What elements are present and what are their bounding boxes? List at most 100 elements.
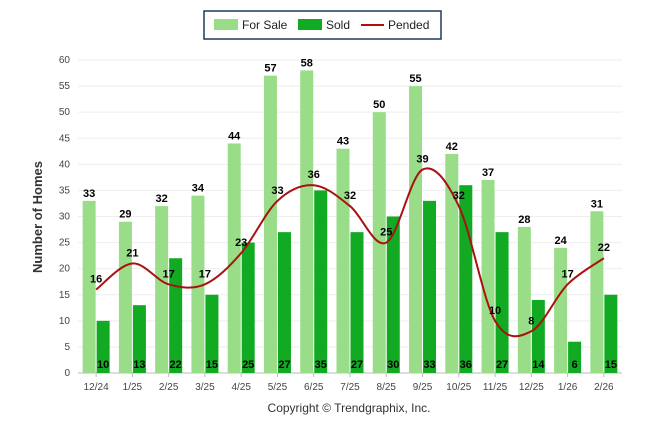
pended-line xyxy=(95,167,605,338)
x-axis-ticks: 12/24 1/25 2/25 3/25 4/25 5/25 6/25 7/25 8/25 9/2… xyxy=(84,373,614,393)
bar-sold xyxy=(459,185,473,373)
data-label-sold: 15 xyxy=(605,359,617,371)
bar-sold xyxy=(495,232,509,373)
x-tick-label: 1/25 xyxy=(123,382,143,393)
y-tick-label: 35 xyxy=(59,185,71,196)
data-label-pended: 17 xyxy=(199,268,211,280)
bar-sold xyxy=(241,242,255,373)
y-tick-label: 45 xyxy=(59,133,71,144)
y-tick-label: 40 xyxy=(59,159,71,170)
bar-sold xyxy=(96,320,110,373)
y-tick-label: 30 xyxy=(59,212,71,223)
copyright-footer: Copyright © Trendgraphix, Inc. xyxy=(268,401,431,415)
y-tick-label: 50 xyxy=(59,107,71,118)
data-label-pended: 36 xyxy=(308,169,320,181)
data-label-sold: 35 xyxy=(315,359,327,371)
data-label-sold: 36 xyxy=(460,359,472,371)
bar-for-sale xyxy=(227,143,241,373)
data-label-sold: 27 xyxy=(278,359,290,371)
data-label-for-sale: 37 xyxy=(482,167,494,179)
data-label-sold: 13 xyxy=(133,359,145,371)
x-tick-label: 11/25 xyxy=(483,382,508,393)
bar-for-sale xyxy=(409,86,423,373)
bar-sold xyxy=(568,341,582,373)
y-axis-label: Number of Homes xyxy=(30,161,45,273)
x-tick-label: 12/25 xyxy=(519,382,544,393)
y-axis-ticks: 0 5 10 15 20 25 30 35 40 45 50 55 60 xyxy=(59,55,71,379)
data-label-pended: 17 xyxy=(561,268,573,280)
data-label-for-sale: 50 xyxy=(373,99,385,111)
x-tick-label: 12/24 xyxy=(84,382,109,393)
bar-sold xyxy=(386,216,400,373)
bar-for-sale xyxy=(191,195,205,373)
bar-for-sale xyxy=(155,206,169,373)
x-tick-label: 3/25 xyxy=(195,382,215,393)
bar-for-sale xyxy=(336,148,350,373)
bar-for-sale xyxy=(118,221,132,373)
y-tick-label: 55 xyxy=(59,81,71,92)
bar-for-sale xyxy=(481,179,495,373)
x-tick-label: 1/26 xyxy=(558,382,578,393)
data-label-for-sale: 55 xyxy=(409,73,421,85)
y-tick-label: 15 xyxy=(59,290,71,301)
data-label-for-sale: 33 xyxy=(83,188,95,200)
pended-line-group xyxy=(95,167,605,338)
bar-for-sale xyxy=(263,75,277,374)
y-tick-label: 60 xyxy=(59,55,71,66)
data-label-for-sale: 57 xyxy=(264,63,276,75)
legend: For Sale Sold Pended xyxy=(203,10,442,40)
bar-sold xyxy=(205,294,219,373)
legend-label-sold: Sold xyxy=(326,18,350,32)
data-label-pended: 22 xyxy=(598,242,610,254)
bar-sold xyxy=(423,200,437,373)
data-label-for-sale: 58 xyxy=(301,57,313,69)
data-label-pended: 10 xyxy=(489,305,501,317)
bar-sold xyxy=(314,190,328,373)
legend-swatch-for-sale xyxy=(214,19,238,30)
data-label-pended: 25 xyxy=(380,227,392,239)
x-tick-label: 2/26 xyxy=(594,382,614,393)
legend-label-for-sale: For Sale xyxy=(242,18,288,32)
data-label-sold: 27 xyxy=(496,359,508,371)
data-label-for-sale: 24 xyxy=(554,235,567,247)
y-tick-label: 20 xyxy=(59,264,71,275)
data-label-pended: 32 xyxy=(344,190,356,202)
data-label-for-sale: 32 xyxy=(156,193,168,205)
data-label-for-sale: 31 xyxy=(591,198,603,210)
bars xyxy=(82,70,618,374)
data-label-pended: 33 xyxy=(271,185,283,197)
data-label-sold: 15 xyxy=(206,359,218,371)
legend-swatch-sold xyxy=(298,19,322,30)
data-label-for-sale: 42 xyxy=(446,141,458,153)
x-tick-label: 9/25 xyxy=(413,382,433,393)
data-label-pended: 17 xyxy=(163,268,175,280)
data-label-sold: 10 xyxy=(97,359,109,371)
data-label-pended: 16 xyxy=(90,274,102,286)
bar-sold xyxy=(531,299,545,373)
data-label-for-sale: 34 xyxy=(192,183,205,195)
x-tick-label: 8/25 xyxy=(377,382,397,393)
data-label-pended: 8 xyxy=(528,315,534,327)
data-label-pended: 39 xyxy=(416,154,428,166)
data-label-pended: 32 xyxy=(453,190,465,202)
bar-for-sale xyxy=(300,70,314,373)
data-label-sold: 33 xyxy=(423,359,435,371)
x-tick-label: 6/25 xyxy=(304,382,324,393)
data-label-for-sale: 28 xyxy=(518,214,530,226)
y-tick-label: 25 xyxy=(59,238,71,249)
data-label-sold: 30 xyxy=(387,359,399,371)
bar-for-sale xyxy=(554,247,568,373)
bar-sold xyxy=(604,294,618,373)
y-tick-label: 5 xyxy=(64,342,70,353)
bar-for-sale xyxy=(445,153,459,373)
x-tick-label: 4/25 xyxy=(231,382,251,393)
data-label-sold: 25 xyxy=(242,359,254,371)
data-label-sold: 27 xyxy=(351,359,363,371)
bar-sold xyxy=(350,232,364,373)
data-label-for-sale: 29 xyxy=(119,209,131,221)
x-tick-label: 2/25 xyxy=(159,382,179,393)
data-label-sold: 14 xyxy=(532,359,545,371)
y-tick-label: 10 xyxy=(59,316,71,327)
bar-for-sale xyxy=(590,211,604,373)
